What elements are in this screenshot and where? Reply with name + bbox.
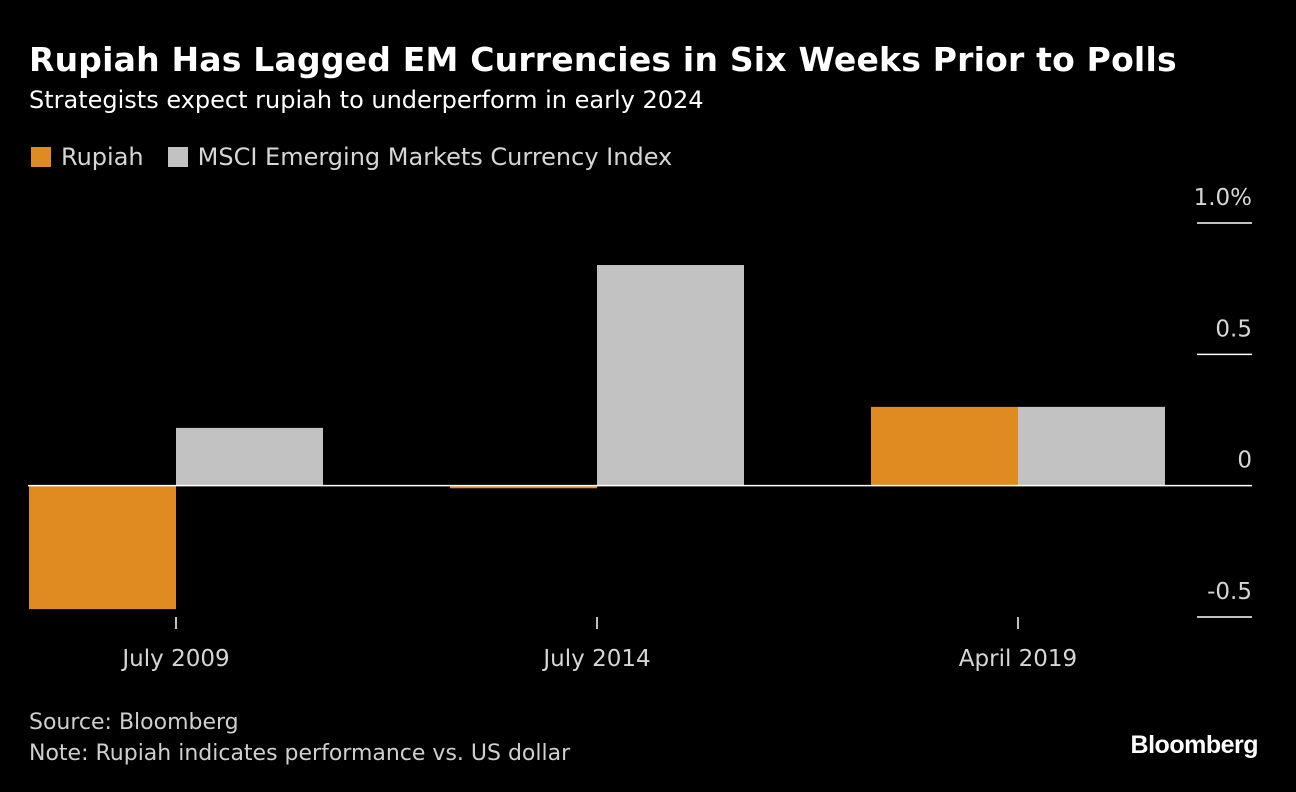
source-note: Source: Bloomberg (29, 710, 239, 735)
chart-legend: Rupiah MSCI Emerging Markets Currency In… (31, 143, 696, 171)
y-tick-label: -0.5 (1207, 579, 1252, 605)
bar-msci (176, 427, 323, 486)
legend-swatch-rupiah (31, 147, 51, 167)
bar-msci (1018, 406, 1165, 486)
legend-label-rupiah: Rupiah (61, 143, 144, 171)
legend-item-rupiah: Rupiah (31, 143, 144, 171)
bar-msci (597, 265, 744, 486)
bar-rupiah (871, 406, 1018, 486)
chart-subtitle: Strategists expect rupiah to underperfor… (29, 86, 704, 114)
y-tick-label: 1.0% (1194, 185, 1252, 211)
bar-rupiah (450, 485, 597, 489)
x-tick-label: July 2009 (120, 646, 229, 672)
bloomberg-logo: Bloomberg (1130, 731, 1259, 759)
y-tick-label: 0.5 (1215, 316, 1252, 342)
legend-swatch-msci (167, 147, 188, 167)
legend-item-msci: MSCI Emerging Markets Currency Index (167, 143, 673, 171)
chart-title: Rupiah Has Lagged EM Currencies in Six W… (29, 40, 1177, 79)
x-tick-label: April 2019 (959, 646, 1077, 672)
footnote: Note: Rupiah indicates performance vs. U… (29, 741, 571, 766)
y-tick-label: 0 (1237, 448, 1252, 474)
x-tick-label: July 2014 (541, 646, 650, 672)
legend-label-msci: MSCI Emerging Markets Currency Index (197, 143, 673, 171)
bar-rupiah (29, 485, 176, 610)
chart-footer: Source: Bloomberg Note: Rupiah indicates… (29, 707, 570, 769)
